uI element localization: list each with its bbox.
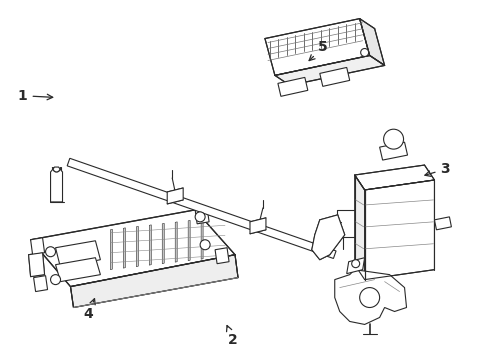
Polygon shape	[123, 228, 125, 268]
Polygon shape	[162, 223, 164, 264]
Polygon shape	[250, 218, 266, 234]
Circle shape	[195, 212, 205, 222]
Polygon shape	[365, 180, 435, 280]
Text: 1: 1	[18, 89, 53, 103]
Circle shape	[384, 129, 404, 149]
Polygon shape	[215, 248, 229, 264]
Polygon shape	[167, 188, 183, 204]
Polygon shape	[110, 229, 112, 270]
Polygon shape	[30, 210, 235, 287]
Polygon shape	[50, 167, 63, 202]
Polygon shape	[188, 220, 190, 261]
Polygon shape	[71, 255, 238, 307]
Text: 4: 4	[84, 299, 95, 321]
Text: 3: 3	[425, 162, 450, 176]
Polygon shape	[28, 253, 45, 276]
Polygon shape	[55, 241, 100, 268]
Polygon shape	[149, 225, 151, 265]
Circle shape	[200, 240, 210, 250]
Polygon shape	[67, 158, 336, 258]
Circle shape	[352, 260, 360, 268]
Polygon shape	[175, 222, 177, 262]
Polygon shape	[195, 208, 209, 224]
Polygon shape	[435, 217, 451, 230]
Polygon shape	[30, 238, 45, 255]
Polygon shape	[278, 77, 308, 96]
Polygon shape	[265, 19, 369, 75]
Polygon shape	[335, 270, 407, 324]
Polygon shape	[320, 67, 350, 86]
Polygon shape	[355, 165, 435, 190]
Circle shape	[50, 275, 61, 285]
Polygon shape	[201, 219, 203, 259]
Polygon shape	[55, 258, 100, 282]
Circle shape	[360, 288, 380, 307]
Circle shape	[46, 247, 55, 257]
Polygon shape	[275, 55, 385, 85]
Circle shape	[361, 49, 368, 57]
Polygon shape	[360, 19, 385, 66]
Polygon shape	[380, 142, 408, 160]
Polygon shape	[34, 276, 48, 292]
Text: 2: 2	[226, 325, 238, 347]
Polygon shape	[312, 215, 345, 260]
Polygon shape	[347, 258, 365, 274]
Text: 5: 5	[309, 40, 328, 60]
Polygon shape	[355, 175, 365, 280]
Polygon shape	[136, 226, 138, 267]
